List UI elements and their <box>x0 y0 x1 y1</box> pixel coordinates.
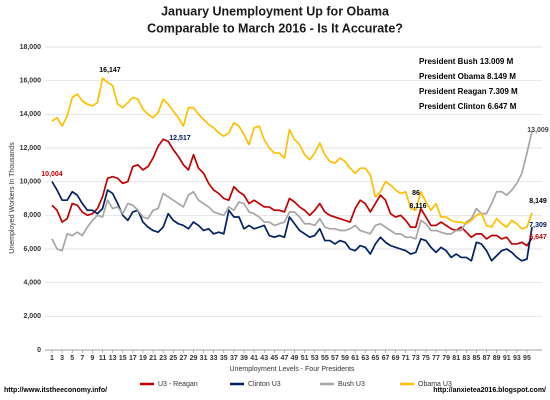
x-tick-label: 73 <box>412 355 420 362</box>
x-tick-label: 37 <box>230 355 238 362</box>
x-tick-label: 41 <box>250 355 258 362</box>
x-tick-label: 67 <box>382 355 390 362</box>
note: President Obama 8.149 M <box>419 72 516 81</box>
y-tick-label: 14,000 <box>20 111 42 118</box>
legend-label: Clinton U3 <box>248 381 281 388</box>
x-tick-label: 53 <box>311 355 319 362</box>
x-tick-label: 19 <box>139 355 147 362</box>
annotation: 12,517 <box>169 135 191 142</box>
x-tick-label: 75 <box>422 355 430 362</box>
x-tick-label: 79 <box>442 355 450 362</box>
x-tick-label: 83 <box>462 355 470 362</box>
x-tick-label: 89 <box>493 355 501 362</box>
x-tick-label: 45 <box>270 355 278 362</box>
footer-left: http://www.itstheeconomy.info/ <box>4 387 107 394</box>
x-tick-label: 63 <box>361 355 369 362</box>
series-line <box>51 77 533 230</box>
x-axis-label: Unemployment Levels - Four Presidents <box>230 366 355 373</box>
x-tick-label: 95 <box>523 355 531 362</box>
x-tick-label: 65 <box>371 355 379 362</box>
x-tick-label: 47 <box>281 355 289 362</box>
y-tick-label: 18,000 <box>20 44 42 51</box>
x-tick-label: 69 <box>392 355 400 362</box>
x-tick-label: 13 <box>109 355 117 362</box>
x-tick-label: 57 <box>331 355 339 362</box>
x-tick-label: 77 <box>432 355 440 362</box>
x-tick-label: 55 <box>321 355 329 362</box>
note: President Reagan 7.309 M <box>419 87 518 96</box>
x-tick-label: 71 <box>402 355 410 362</box>
x-tick-label: 9 <box>90 355 94 362</box>
x-tick-label: 1 <box>50 355 54 362</box>
x-tick-label: 61 <box>351 355 359 362</box>
y-tick-label: 8,000 <box>23 212 41 219</box>
y-tick-label: 16,000 <box>20 78 42 85</box>
y-axis-label: Unemployed Workers In Thousands <box>9 142 16 254</box>
annotation: 16,147 <box>99 67 121 74</box>
x-tick-label: 91 <box>503 355 511 362</box>
x-tick-label: 87 <box>483 355 491 362</box>
x-tick-label: 5 <box>70 355 74 362</box>
x-tick-label: 21 <box>149 355 157 362</box>
annotation: 6,647 <box>529 234 547 241</box>
x-tick-label: 11 <box>99 355 107 362</box>
x-tick-label: 23 <box>159 355 167 362</box>
x-tick-label: 3 <box>60 355 64 362</box>
x-tick-label: 31 <box>200 355 208 362</box>
legend-label: Obama U3 <box>418 381 452 388</box>
annotation: 8,149 <box>529 198 547 205</box>
x-tick-label: 59 <box>341 355 349 362</box>
annotation: 10,004 <box>41 171 63 178</box>
x-tick-label: 51 <box>301 355 309 362</box>
footer-right: http://anxietea2016.blogspot.com/ <box>433 387 546 394</box>
note: President Clinton 6.647 M <box>419 102 517 111</box>
x-tick-label: 25 <box>169 355 177 362</box>
x-tick-label: 7 <box>80 355 84 362</box>
x-tick-label: 15 <box>119 355 127 362</box>
x-tick-label: 81 <box>452 355 460 362</box>
legend-label: U3 - Reagan <box>158 381 198 388</box>
y-tick-label: 6,000 <box>23 246 41 253</box>
annotation: 86 <box>412 190 420 197</box>
x-tick-label: 35 <box>220 355 228 362</box>
x-tick-label: 49 <box>291 355 299 362</box>
x-tick-label: 17 <box>129 355 137 362</box>
x-tick-label: 29 <box>190 355 198 362</box>
x-tick-label: 93 <box>513 355 521 362</box>
x-tick-label: 39 <box>240 355 248 362</box>
series-line <box>51 138 533 247</box>
annotation: 8,116 <box>409 203 426 210</box>
x-tick-label: 43 <box>260 355 268 362</box>
chart-subtitle: Comparable to March 2016 - Is It Accurat… <box>147 21 403 35</box>
legend-label: Bush U3 <box>338 381 365 388</box>
y-tick-label: 2,000 <box>23 313 41 320</box>
x-tick-label: 33 <box>210 355 218 362</box>
series-line <box>51 181 533 262</box>
series-line <box>51 130 533 252</box>
y-tick-label: 0 <box>37 347 41 354</box>
y-tick-label: 12,000 <box>20 145 42 152</box>
note: President Bush 13.009 M <box>419 57 514 66</box>
y-tick-label: 4,000 <box>23 280 41 287</box>
x-tick-label: 85 <box>473 355 481 362</box>
annotation: 13,009 <box>527 127 549 134</box>
annotation: 7,309 <box>529 222 547 229</box>
y-tick-label: 10,000 <box>20 179 42 186</box>
chart-title: January Unemployment Up for Obama <box>161 4 390 18</box>
x-tick-label: 27 <box>179 355 187 362</box>
